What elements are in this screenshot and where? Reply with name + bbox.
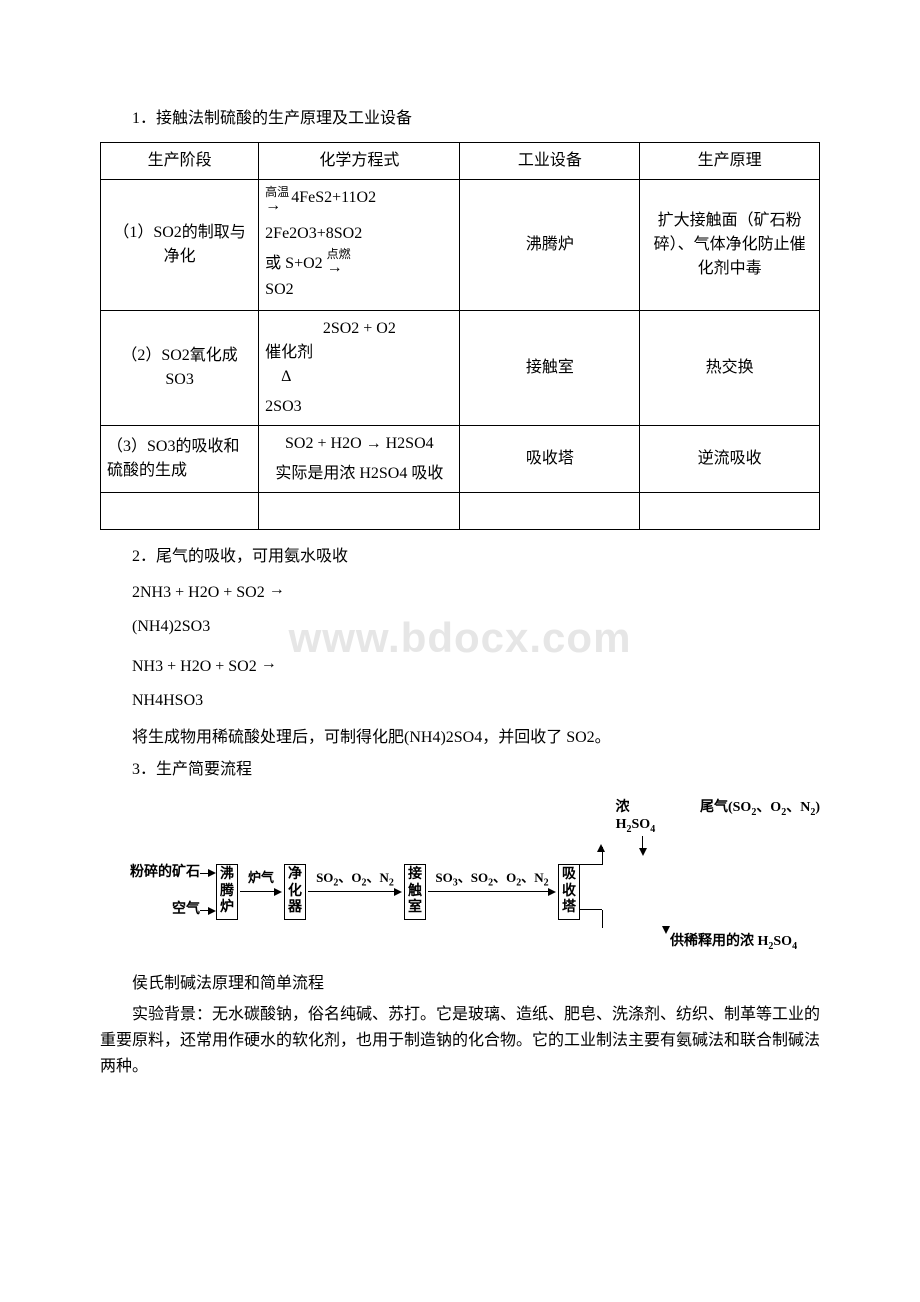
table-row: （3）SO3的吸收和硫酸的生成 SO2 + H2O → H2SO4 实际是用浓 …	[101, 425, 820, 492]
paragraph-background: 实验背景：无水碳酸钠，俗名纯碱、苏打。它是玻璃、造纸、肥皂、洗涤剂、纺织、制革等…	[100, 1002, 820, 1079]
cell-principle: 热交换	[640, 310, 820, 425]
cell-equipment: 沸腾炉	[460, 179, 640, 310]
flow-box-contact: 接触室	[404, 864, 426, 920]
heading-2: 2．尾气的吸收，可用氨水吸收	[100, 544, 820, 570]
cell-stage: （1）SO2的制取与净化	[101, 179, 259, 310]
flow-box-absorb: 吸收塔	[558, 864, 580, 920]
th-principle: 生产原理	[640, 142, 820, 179]
table-row-empty	[101, 492, 820, 529]
cell-equation: 高温 → 4FeS2+11O2 2Fe2O3+8SO2 或 S+O2 点燃 → …	[259, 179, 460, 310]
equation-line: 2NH3 + H2O + SO2 →	[132, 577, 820, 609]
heading-3: 3．生产简要流程	[100, 757, 820, 783]
cell-equation: SO2 + H2O → H2SO4 实际是用浓 H2SO4 吸收	[259, 425, 460, 492]
th-stage: 生产阶段	[101, 142, 259, 179]
cell-equation: 2SO2 + O2 催化剂 Δ 2SO3	[259, 310, 460, 425]
table-row: （2）SO2氧化成 SO3 2SO2 + O2 催化剂 Δ 2SO3 接触室 热…	[101, 310, 820, 425]
cell-stage: （2）SO2氧化成 SO3	[101, 310, 259, 425]
th-equipment: 工业设备	[460, 142, 640, 179]
equation-line: NH4HSO3	[132, 685, 820, 717]
process-flowchart: 浓 H2SO4 尾气(SO2、O2、N2) 粉碎的矿石 空气	[130, 800, 820, 952]
equation-line: (NH4)2SO3	[132, 611, 820, 643]
th-equation: 化学方程式	[259, 142, 460, 179]
flow-box-purifier: 净化器	[284, 864, 306, 920]
paragraph: 将生成物用稀硫酸处理后，可制得化肥(NH4)2SO4，并回收了 SO2。	[100, 725, 820, 751]
cell-principle: 扩大接触面（矿石粉碎）、气体净化防止催化剂中毒	[640, 179, 820, 310]
cell-stage: （3）SO3的吸收和硫酸的生成	[101, 425, 259, 492]
equation-line: NH3 + H2O + SO2 →	[132, 651, 820, 683]
cell-principle: 逆流吸收	[640, 425, 820, 492]
cell-equipment: 接触室	[460, 310, 640, 425]
table-row: （1）SO2的制取与净化 高温 → 4FeS2+11O2 2Fe2O3+8SO2…	[101, 179, 820, 310]
heading-1: 1．接触法制硫酸的生产原理及工业设备	[100, 106, 820, 132]
flow-box-furnace: 沸腾炉	[216, 864, 238, 920]
flow-inputs: 粉碎的矿石 空气	[130, 865, 216, 919]
process-table: 生产阶段 化学方程式 工业设备 生产原理 （1）SO2的制取与净化 高温 → 4…	[100, 142, 820, 530]
heading-4: 侯氏制碱法原理和简单流程	[100, 971, 820, 997]
cell-equipment: 吸收塔	[460, 425, 640, 492]
